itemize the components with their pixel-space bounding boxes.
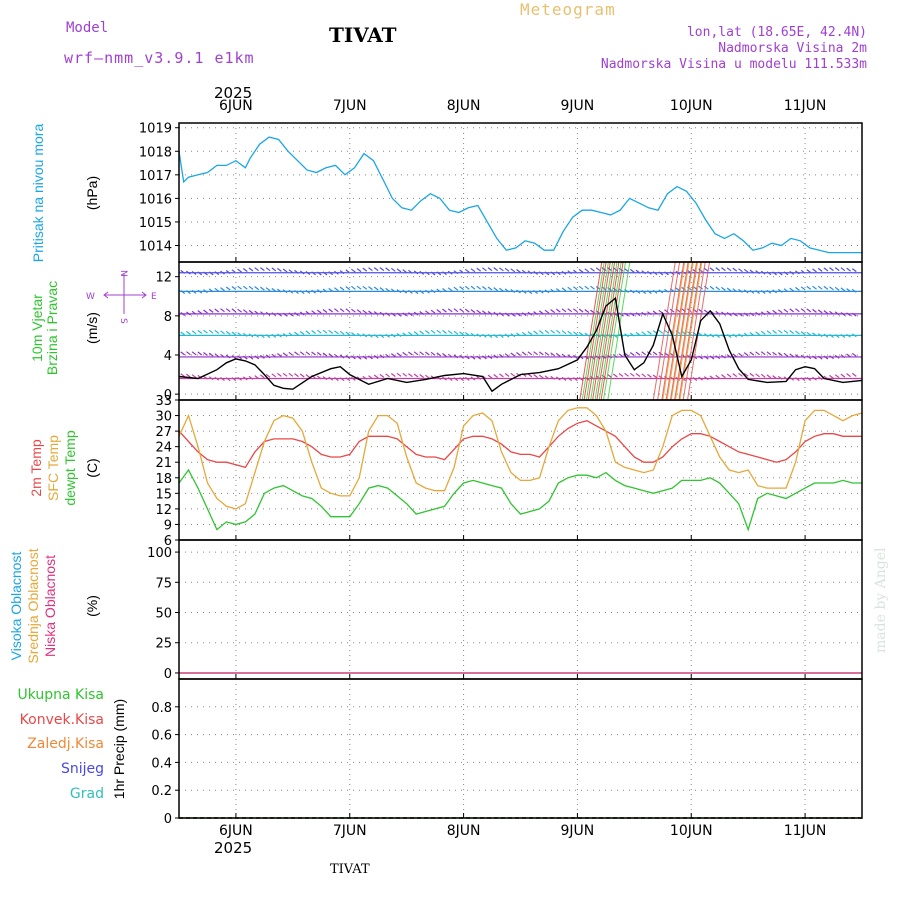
compass-north: N (118, 270, 128, 277)
day-label: 11JUN (783, 98, 827, 114)
day-label: 6JUN (219, 823, 253, 839)
y-tick-label: 12 (155, 271, 172, 286)
strong-wind-hatch (662, 262, 703, 400)
y-tick-label: 33 (155, 394, 172, 409)
wind-barb-row (179, 285, 857, 295)
y-tick-label: 24 (155, 441, 172, 456)
y-tick-label: 27 (155, 425, 172, 440)
y-tick-label: 4 (164, 349, 172, 364)
y-tick-label: 0.6 (151, 729, 172, 744)
model-elevation-text: Nadmorska Visina u modelu 111.533m (600, 57, 867, 72)
compass-south: S (118, 318, 128, 324)
legend-total-rain: Ukupna Kisa (17, 687, 104, 703)
y-tick-label: 0 (164, 388, 172, 403)
y-tick-label: 1016 (139, 192, 172, 207)
meteogram-title: Meteogram (520, 0, 616, 19)
panel-frame (178, 261, 863, 401)
day-label: 8JUN (446, 823, 481, 839)
y-tick-label: 15 (155, 487, 172, 502)
y-tick-label: 8 (164, 310, 172, 325)
wind-barb-row (179, 351, 857, 360)
y-tick-label: 75 (155, 576, 172, 591)
y-tick-label: 100 (147, 546, 172, 561)
legend-freezing-rain: Zaledj.Kisa (27, 736, 104, 752)
panel-frame (178, 678, 863, 819)
temperature-series-line (178, 420, 862, 469)
temperature-series-line (178, 407, 863, 510)
strong-wind-hatch (581, 262, 631, 400)
y-tick-label: 6 (164, 534, 172, 549)
y-tick-label: 0 (164, 812, 172, 827)
legend-snow: Snijeg (60, 761, 104, 777)
y-tick-label: 9 (164, 518, 172, 533)
y-tick-label: 1014 (139, 240, 172, 255)
elevation-text: Nadmorska Visina 2m (718, 41, 867, 56)
y-tick-label: 1018 (139, 145, 172, 160)
day-label: 11JUN (783, 823, 827, 839)
y-tick-label: 0.2 (151, 784, 172, 799)
y-tick-label: 50 (155, 607, 172, 622)
lonlat-text: lon,lat (18.65E, 42.4N) (686, 25, 867, 40)
bottom-year: 2025 (214, 839, 253, 857)
day-label: 7JUN (332, 823, 367, 839)
y-tick-label: 12 (155, 503, 172, 518)
panel-frame (178, 539, 863, 680)
strong-wind-hatch (579, 262, 624, 400)
day-label: 6JUN (219, 98, 253, 114)
wind-barb-row (179, 308, 857, 317)
y-tick-label: 21 (155, 456, 172, 471)
y-tick-label: 25 (155, 637, 172, 652)
temperature-series-line (178, 468, 862, 532)
model-name: wrf—nmm_v3.9.1 e1km (64, 49, 255, 67)
pressure-series-line (178, 136, 862, 254)
day-label: 10JUN (669, 98, 713, 114)
y-tick-label: 0.4 (151, 756, 172, 771)
y-tick-label: 0 (164, 667, 172, 682)
y-tick-label: 30 (155, 410, 172, 425)
day-label: 8JUN (446, 98, 481, 114)
y-tick-label: 1019 (139, 122, 172, 137)
day-label: 9JUN (560, 823, 595, 839)
bottom-station-label: TIVAT (330, 862, 370, 877)
legend-hail: Grad (69, 786, 104, 802)
day-label: 7JUN (332, 98, 367, 114)
y-tick-label: 18 (155, 472, 172, 487)
station-title: TIVAT (329, 23, 397, 47)
wind-barbs (179, 262, 862, 400)
day-label: 9JUN (560, 98, 595, 114)
y-tick-label: 1017 (139, 169, 172, 184)
model-label: Model (66, 20, 109, 36)
y-tick-label: 0.8 (151, 701, 172, 716)
compass-west: W (86, 292, 95, 302)
wind-series-line (178, 296, 863, 393)
compass-east: E (151, 292, 157, 302)
top-year: 2025 (214, 84, 253, 102)
compass-rose: N W E S (86, 270, 157, 324)
day-label: 10JUN (669, 823, 713, 839)
wind-barb-row (179, 267, 857, 276)
panel-frame (178, 399, 863, 541)
y-tick-label: 1015 (139, 216, 172, 231)
legend-convective-rain: Konvek.Kisa (19, 712, 104, 728)
wind-barb-row (179, 329, 857, 339)
